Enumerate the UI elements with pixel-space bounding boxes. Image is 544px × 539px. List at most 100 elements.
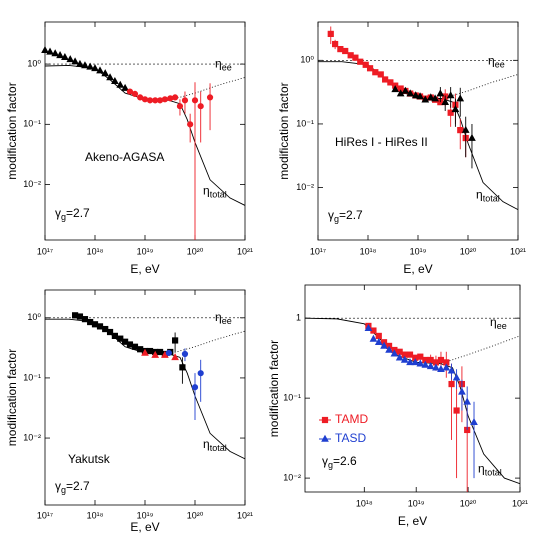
- panel: 10¹⁸ 10¹⁹ 10²⁰ 10²¹ 1 10⁻¹ 10⁻² E, eV modificati…: [267, 284, 528, 528]
- marker-triangle: [374, 338, 383, 346]
- marker-square: [447, 109, 454, 116]
- y-tick-label: 10⁰: [300, 55, 314, 65]
- x-tick-label: 10¹⁹: [137, 510, 154, 520]
- marker-square: [437, 356, 445, 364]
- x-tick-label: 10¹⁸: [87, 246, 104, 256]
- marker-square: [366, 65, 374, 72]
- curve-label-sub: total: [210, 443, 227, 453]
- x-axis-label: E, eV: [398, 514, 427, 528]
- marker-circle: [156, 97, 164, 104]
- gamma-sub: g: [61, 485, 66, 495]
- marker-triangle: [451, 105, 460, 113]
- marker-triangle: [86, 62, 94, 70]
- panel-title: Yakutsk: [68, 452, 111, 466]
- gamma-sub: g: [334, 214, 339, 224]
- model-curve: [168, 77, 245, 101]
- marker-square: [321, 416, 329, 424]
- marker-triangle: [364, 323, 373, 331]
- marker-circle: [181, 350, 189, 358]
- model-curve: [441, 74, 518, 100]
- gamma-label: γg=2.7: [55, 206, 90, 222]
- curve-label: ηtotal: [203, 437, 227, 453]
- y-tick-label: 10⁻²: [23, 432, 41, 442]
- marker-triangle: [452, 373, 461, 381]
- marker-triangle: [116, 80, 125, 88]
- x-tick-label: 10¹⁸: [356, 498, 373, 508]
- gamma-text: =2.7: [66, 479, 90, 493]
- marker-square: [417, 353, 424, 360]
- panel: 10¹⁷ 10¹⁸ 10¹⁹ 10²⁰ 10²¹ 10⁰ 10⁻¹ 10⁻² E, eV modi…: [5, 289, 253, 534]
- curve-label-symbol: η: [203, 184, 210, 198]
- marker-triangle: [171, 353, 179, 361]
- model-curve: [440, 335, 520, 365]
- marker-triangle: [442, 363, 451, 371]
- gamma-text: =2.7: [339, 208, 363, 222]
- curve-label-sub: ee: [222, 63, 232, 73]
- panel-title: HiRes I - HiRes II: [335, 135, 428, 149]
- marker-triangle: [458, 387, 466, 395]
- marker-circle: [146, 97, 154, 104]
- panel-title: Akeno-AGASA: [85, 150, 164, 164]
- x-axis-label: E, eV: [130, 520, 159, 534]
- marker-triangle: [101, 69, 110, 77]
- x-tick-label: 10²⁰: [460, 246, 477, 256]
- curve-label-sub: ee: [497, 321, 507, 331]
- curve-label: ηee: [215, 310, 232, 326]
- marker-triangle: [106, 73, 114, 81]
- marker-square: [406, 351, 414, 358]
- marker-square: [448, 380, 455, 388]
- gamma-label: γg=2.7: [328, 208, 363, 224]
- marker-triangle: [151, 350, 160, 358]
- x-tick-label: 10¹⁹: [408, 498, 425, 508]
- marker-triangle: [321, 434, 329, 442]
- x-tick-label: 10²⁰: [460, 498, 477, 508]
- marker-triangle: [416, 359, 425, 367]
- curve-label-symbol: η: [215, 310, 222, 324]
- marker-triangle: [41, 45, 49, 54]
- marker-square: [372, 69, 379, 76]
- marker-triangle: [456, 94, 465, 102]
- marker-triangle: [391, 85, 400, 93]
- curve-label-symbol: η: [203, 437, 210, 451]
- gamma-label: γg=2.7: [55, 479, 90, 495]
- marker-triangle: [416, 92, 424, 100]
- y-tick-label: 10⁻¹: [23, 119, 41, 129]
- marker-square: [172, 337, 179, 344]
- gamma-symbol: γ: [55, 479, 61, 493]
- model-curve: [168, 330, 245, 355]
- marker-square: [96, 323, 104, 330]
- y-tick-label: 10⁻¹: [23, 372, 41, 382]
- legend-label: TAMD: [335, 412, 368, 426]
- marker-triangle: [468, 133, 476, 141]
- marker-square: [106, 328, 114, 336]
- x-tick-label: 10²⁰: [187, 246, 204, 256]
- marker-triangle: [411, 91, 420, 99]
- marker-triangle: [446, 91, 455, 99]
- marker-square: [76, 313, 84, 320]
- marker-square: [427, 356, 434, 364]
- marker-triangle: [406, 89, 415, 97]
- marker-circle: [126, 88, 134, 95]
- curve-label-symbol: η: [478, 462, 485, 476]
- marker-triangle: [406, 358, 414, 366]
- y-tick-label: 10⁰: [27, 58, 41, 68]
- marker-square: [362, 61, 369, 68]
- marker-circle: [197, 103, 204, 110]
- marker-circle: [172, 94, 179, 101]
- x-tick-label: 10¹⁹: [410, 246, 427, 256]
- curve-label: ηee: [490, 315, 507, 331]
- marker-triangle: [421, 360, 430, 368]
- gamma-symbol: γ: [328, 208, 334, 222]
- x-tick-label: 10²¹: [510, 246, 526, 256]
- marker-triangle: [61, 52, 69, 61]
- panel: 10¹⁷ 10¹⁸ 10¹⁹ 10²⁰ 10²¹ 10⁰ 10⁻¹ 10⁻² E, eV modi…: [277, 21, 526, 276]
- plot-frame: [304, 284, 521, 493]
- curve-label-symbol: η: [490, 315, 497, 329]
- marker-square: [342, 47, 349, 55]
- curve-label-sub: ee: [495, 60, 505, 70]
- curve-label: ηtotal: [478, 462, 502, 478]
- marker-square: [131, 343, 139, 350]
- marker-triangle: [46, 47, 54, 55]
- marker-circle: [197, 370, 204, 377]
- curve-label: ηee: [488, 54, 505, 70]
